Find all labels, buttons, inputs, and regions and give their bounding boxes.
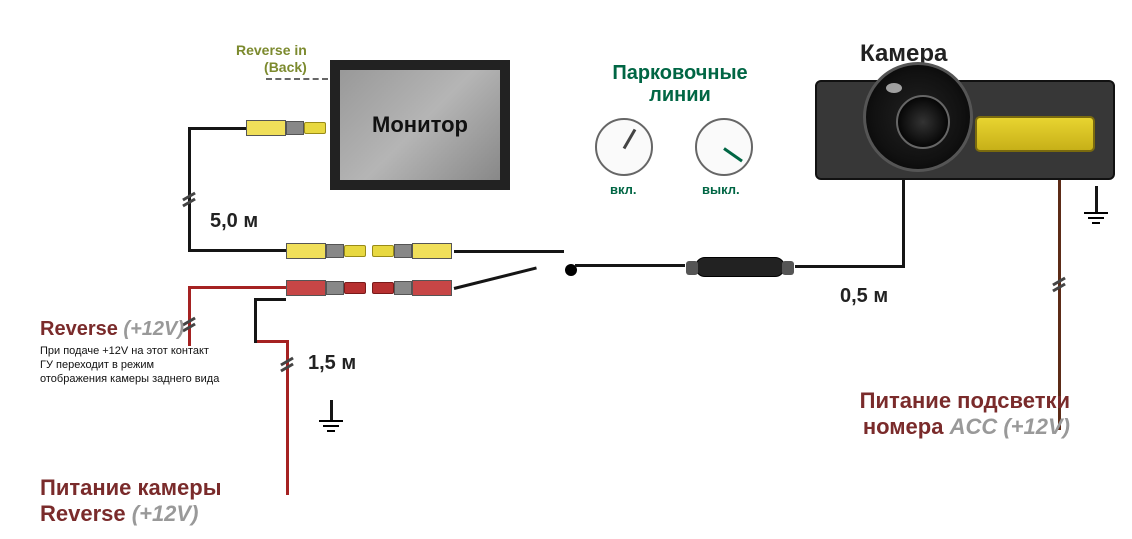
rca-yellow-left-pair-r [372, 243, 452, 259]
y-split-icon [565, 254, 595, 294]
rca-yellow-left-pair-l [286, 243, 366, 259]
reverse-in-line1: Reverse in [236, 42, 307, 58]
dial-on-icon [595, 118, 653, 176]
ground-left-icon [316, 420, 346, 432]
break-mark-15m [280, 360, 294, 382]
note-l1: При подаче +12V на этот контакт [40, 345, 209, 357]
monitor-box: Монитор [330, 60, 510, 190]
dial-on-label: вкл. [610, 182, 637, 197]
dials-title-l2: линии [649, 84, 711, 106]
rca-red-left-pair-r [372, 280, 452, 296]
break-mark-plate [1052, 280, 1066, 302]
reverse-text: Reverse [40, 318, 118, 340]
note-l2: ГУ переходит в режим [40, 359, 154, 371]
note-l3: отображения камеры заднего вида [40, 373, 219, 385]
break-mark-5m [182, 195, 196, 217]
reverse-volt: (+12V) [123, 318, 184, 340]
plate-light-acc: ACC (+12V) [950, 414, 1070, 439]
plate-light-label: Питание подсветки номера ACC (+12V) [790, 388, 1070, 440]
ground-left-wire [330, 400, 333, 422]
reverse-note: При подаче +12V на этот контакт ГУ перех… [40, 345, 219, 386]
monitor-label: Монитор [372, 112, 468, 138]
camera-power-split-h [254, 298, 286, 301]
tube-to-camera-v [902, 178, 905, 268]
reverse-wire-h [188, 286, 286, 289]
rca-red-left-pair-l [286, 280, 366, 296]
ground-right-stem [1095, 186, 1098, 214]
camera-unit-icon [815, 80, 1115, 180]
dial-off-label: выкл. [702, 182, 740, 197]
camera-power-split-v [254, 298, 257, 343]
video-wire-top-h [188, 127, 246, 130]
ground-right-icon [1081, 212, 1111, 224]
pair-merge-bot [454, 266, 537, 289]
reverse-in-line2: (Back) [264, 59, 307, 75]
camera-lens-icon [863, 62, 973, 172]
camera-power-label: Питание камеры Reverse (+12V) [40, 475, 222, 527]
camera-power-wire-h [254, 340, 289, 343]
merge-to-tube [575, 264, 685, 267]
distance-15m: 1,5 м [308, 352, 356, 375]
reverse-12v-label: Reverse (+12V) [40, 318, 184, 341]
dial-off-icon [695, 118, 753, 176]
reverse-in-dashed-wire [266, 78, 328, 80]
reverse-in-label: Reverse in (Back) [236, 42, 307, 76]
distance-5m: 5,0 м [210, 210, 258, 233]
parking-lines-title: Парковочные линии [580, 62, 780, 106]
distance-05m: 0,5 м [840, 285, 888, 308]
inline-connector-icon [695, 257, 785, 277]
pair-merge-top [454, 250, 564, 253]
plate-light-l2: номера [863, 414, 944, 439]
rca-yellow-monitor [246, 120, 326, 136]
video-wire-bot-h [188, 249, 286, 252]
plate-light-l1: Питание подсветки [860, 388, 1070, 413]
dials-title-l1: Парковочные [612, 62, 747, 84]
break-mark-reverse [182, 320, 196, 342]
camera-power-l1: Питание камеры [40, 475, 222, 500]
wiring-diagram: Reverse in (Back) Монитор 5,0 м 0,5 м Re… [0, 0, 1132, 539]
camera-power-volt: (+12V) [132, 501, 199, 526]
tube-to-camera-h [795, 265, 905, 268]
camera-power-l2: Reverse [40, 501, 126, 526]
license-plate-light-icon [975, 116, 1095, 152]
video-wire-top-v [188, 127, 191, 252]
